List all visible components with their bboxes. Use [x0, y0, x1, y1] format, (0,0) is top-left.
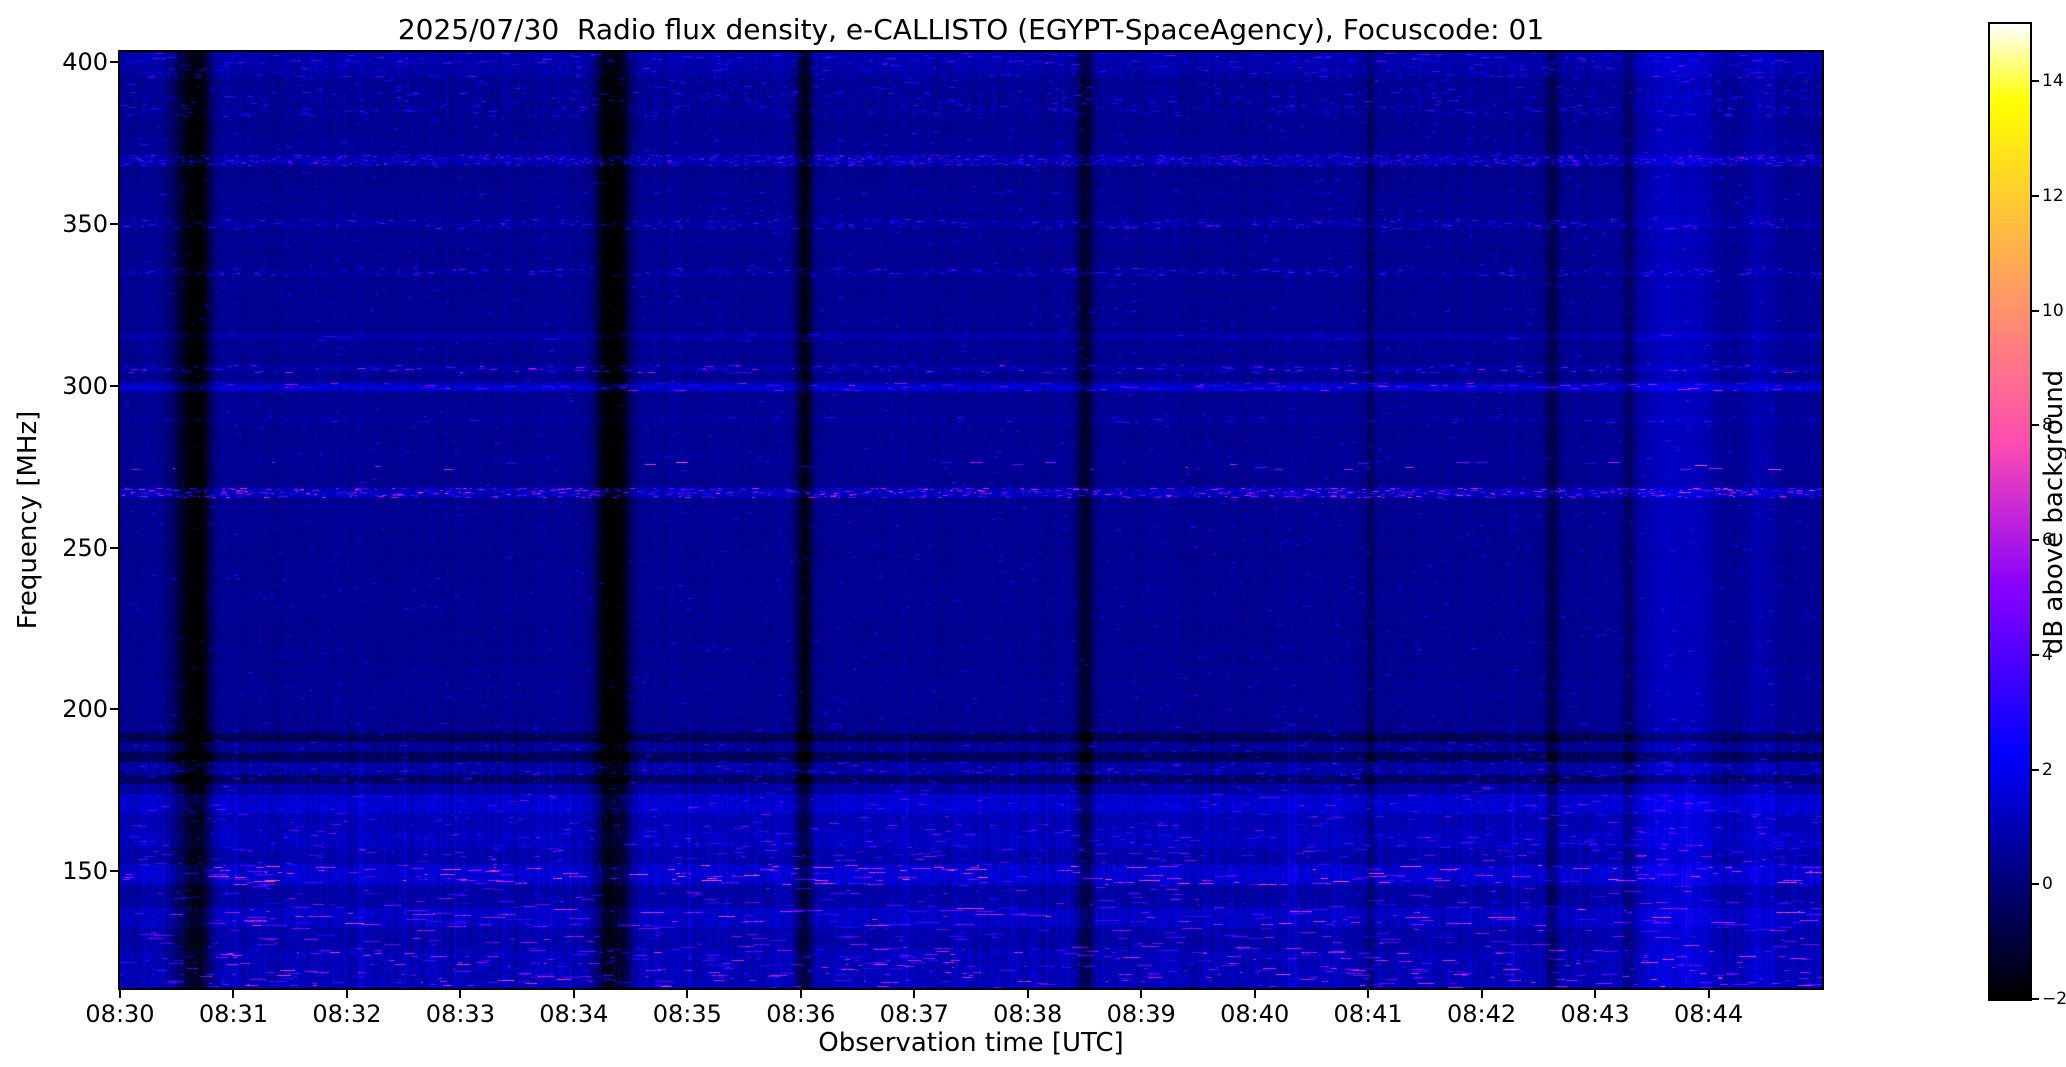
- spectrogram-canvas: [120, 52, 1822, 988]
- colorbar-tick-mark: [2032, 195, 2039, 198]
- x-tick-mark: [232, 990, 235, 998]
- x-tick-label: 08:35: [652, 1000, 722, 1028]
- x-tick-mark: [686, 990, 689, 998]
- x-tick-mark: [1707, 990, 1710, 998]
- x-tick-label: 08:44: [1673, 1000, 1744, 1028]
- x-tick-label: 08:41: [1333, 1000, 1403, 1028]
- colorbar-tick-label: 4: [2042, 644, 2053, 665]
- x-tick-mark: [345, 990, 348, 998]
- x-tick-label: 08:37: [879, 1000, 949, 1028]
- colorbar-tick-mark: [2032, 883, 2039, 886]
- colorbar-label: dB above background: [2039, 369, 2066, 655]
- colorbar-tick-label: 0: [2042, 874, 2053, 895]
- colorbar-tick-mark: [2032, 539, 2039, 542]
- y-tick-mark: [110, 384, 118, 387]
- colorbar-tick-mark: [2032, 768, 2039, 771]
- y-tick-mark: [110, 708, 118, 711]
- spectrogram-plot: [118, 50, 1824, 990]
- colorbar-tick-label: 12: [2042, 186, 2064, 207]
- y-tick-mark: [110, 60, 118, 63]
- y-tick-label: 200: [62, 695, 108, 724]
- colorbar-tick-mark: [2032, 424, 2039, 427]
- colorbar-tick-mark: [2032, 653, 2039, 656]
- colorbar-tick-label: 14: [2042, 71, 2064, 92]
- x-tick-mark: [913, 990, 916, 998]
- x-tick-label: 08:38: [993, 1000, 1063, 1028]
- y-tick-label: 250: [62, 533, 108, 562]
- y-tick-label: 300: [62, 371, 108, 400]
- colorbar-tick-label: 6: [2042, 530, 2053, 551]
- y-tick-mark: [110, 870, 118, 873]
- colorbar-tick-mark: [2032, 80, 2039, 83]
- x-axis-label: Observation time [UTC]: [818, 1028, 1124, 1058]
- x-tick-label: 08:42: [1447, 1000, 1517, 1028]
- x-tick-label: 08:31: [198, 1000, 269, 1028]
- y-tick-mark: [110, 222, 118, 225]
- colorbar: [1988, 22, 2032, 1001]
- y-tick-label: 150: [62, 857, 108, 886]
- y-tick-label: 400: [62, 47, 108, 76]
- colorbar-tick-label: 2: [2042, 759, 2053, 780]
- colorbar-tick-mark: [2032, 309, 2039, 312]
- x-tick-label: 08:34: [539, 1000, 609, 1028]
- y-tick-label: 350: [62, 209, 108, 238]
- chart-title: 2025/07/30 Radio flux density, e-CALLIST…: [397, 13, 1545, 46]
- x-tick-mark: [119, 990, 121, 998]
- x-tick-mark: [1480, 990, 1483, 998]
- x-tick-mark: [459, 990, 462, 998]
- x-tick-label: 08:30: [85, 1000, 155, 1028]
- x-tick-label: 08:39: [1106, 1000, 1176, 1028]
- y-tick-mark: [110, 546, 118, 549]
- x-tick-mark: [572, 990, 575, 998]
- colorbar-tick-label: −2: [2042, 989, 2066, 1009]
- x-tick-mark: [1594, 990, 1597, 998]
- x-tick-mark: [799, 990, 802, 998]
- x-tick-label: 08:36: [766, 1000, 836, 1028]
- colorbar-canvas: [1990, 24, 2030, 999]
- x-tick-label: 08:33: [425, 1000, 495, 1028]
- colorbar-tick-label: 10: [2042, 300, 2064, 321]
- x-tick-label: 08:32: [312, 1000, 382, 1028]
- x-tick-label: 08:40: [1220, 1000, 1290, 1028]
- x-tick-mark: [1026, 990, 1029, 998]
- colorbar-tick-label: 8: [2042, 415, 2053, 436]
- y-axis-label: Frequency [MHz]: [13, 410, 43, 630]
- x-tick-mark: [1253, 990, 1256, 998]
- x-tick-mark: [1367, 990, 1370, 998]
- x-tick-mark: [1140, 990, 1143, 998]
- colorbar-tick-mark: [2032, 998, 2039, 1000]
- x-tick-label: 08:43: [1560, 1000, 1630, 1028]
